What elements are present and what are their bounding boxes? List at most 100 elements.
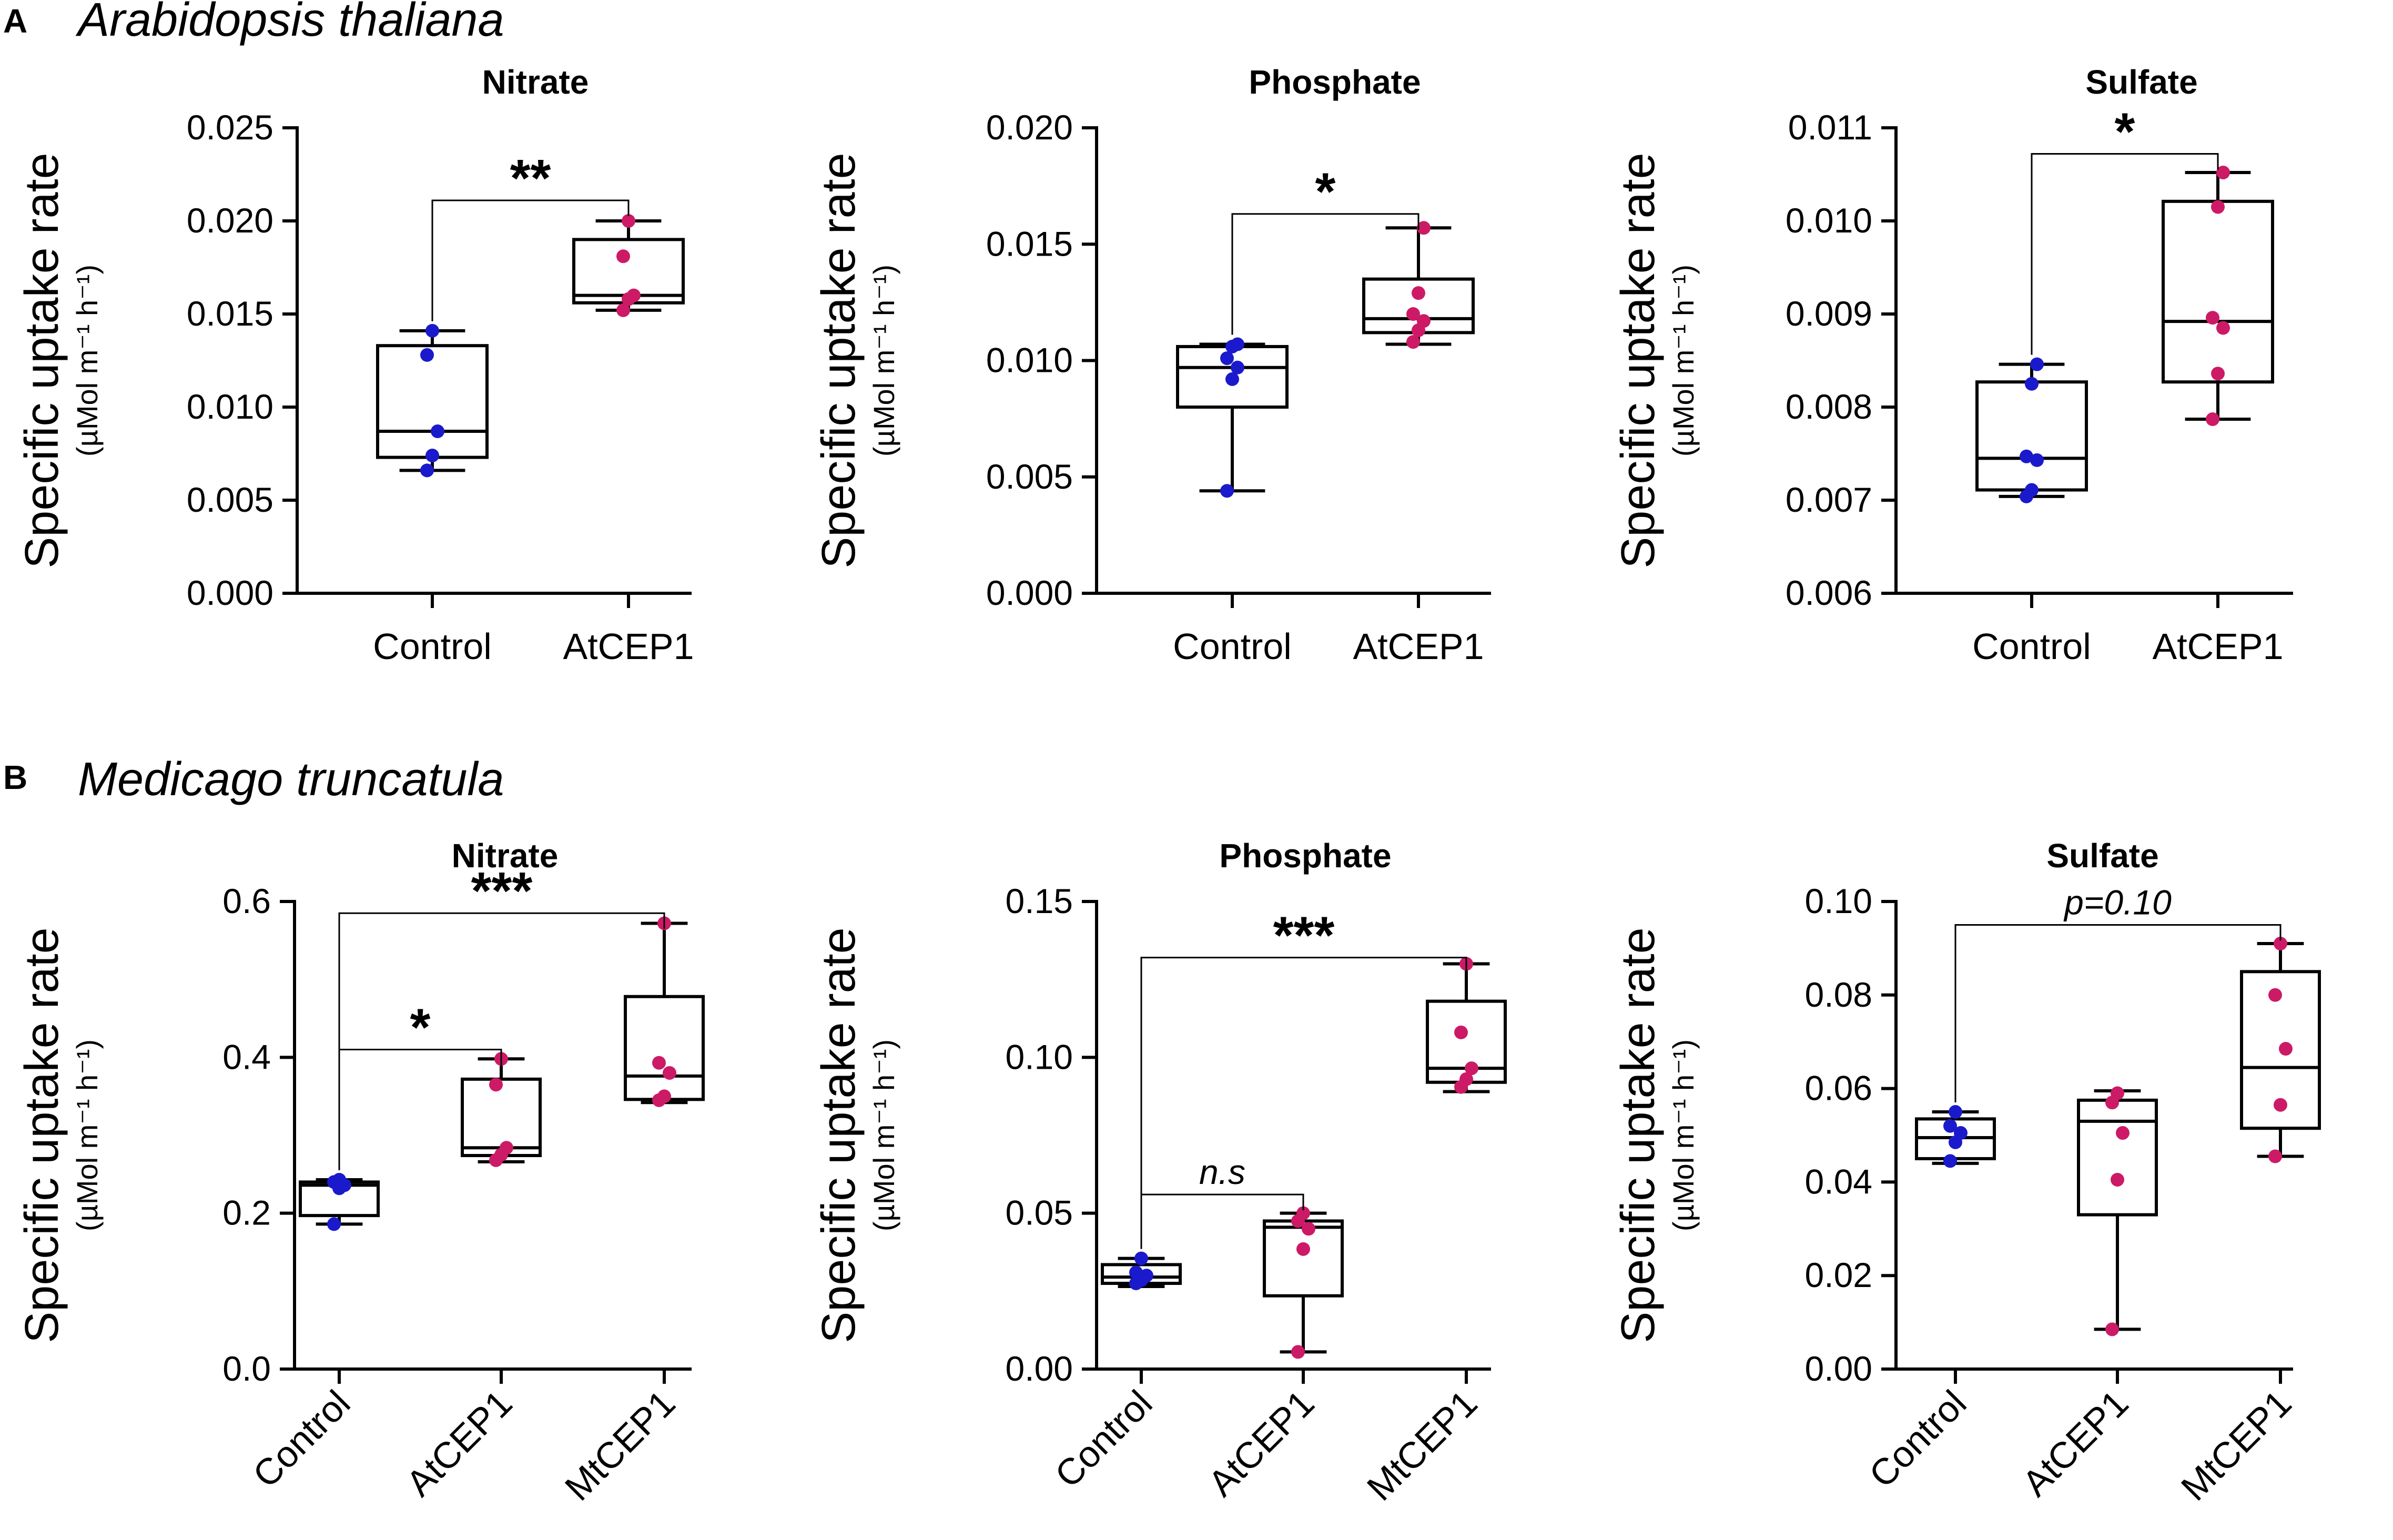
chart-panel-1: Nitrate Specific uptake rate (µMol m⁻¹ h⁻¹… — [16, 63, 694, 667]
data-point — [431, 424, 444, 439]
y-axis-label: Specific uptake rate — [1612, 927, 1665, 1343]
y-tick-label: 0.010 — [1786, 201, 1872, 240]
significance-bracket — [2031, 153, 2219, 355]
significance-label: n.s — [1199, 1152, 1245, 1191]
data-point — [627, 288, 641, 302]
significance-label: * — [410, 998, 431, 1057]
y-tick-label: 0.010 — [986, 341, 1073, 380]
significance-bracket — [1140, 957, 1467, 1249]
data-point — [1943, 1119, 1957, 1133]
chart-panel-6: Sulfate Specific uptake rate (µMol m⁻¹ h⁻¹… — [1612, 837, 2321, 1508]
y-tick-label: 0.011 — [1788, 108, 1872, 147]
x-category-label: Control — [1972, 626, 2091, 667]
y-axis-unit: (µMol m⁻¹ h⁻¹) — [1667, 265, 1700, 457]
x-category-label: AtCEP1 — [563, 626, 694, 667]
x-category-label: Control — [245, 1382, 358, 1495]
x-category-label: AtCEP1 — [1353, 626, 1484, 667]
y-tick-label: 0.15 — [1006, 882, 1073, 920]
box-control — [376, 344, 489, 459]
data-point — [2111, 1086, 2124, 1100]
data-point — [616, 249, 630, 264]
data-point — [2216, 321, 2230, 335]
data-point — [2268, 988, 2282, 1002]
chart-panel-3: Sulfate Specific uptake rate (µMol m⁻¹ h⁻¹… — [1612, 63, 2293, 667]
data-point — [1406, 307, 1420, 321]
panel-label-a: A — [3, 2, 27, 40]
panel-title: Sulfate — [2085, 63, 2197, 101]
y-axis-unit: (µMol m⁻¹ h⁻¹) — [1667, 1039, 1700, 1231]
y-tick-label: 0.009 — [1786, 294, 1872, 333]
data-point — [2279, 1042, 2293, 1056]
y-axis-unit: (µMol m⁻¹ h⁻¹) — [70, 265, 104, 457]
panel-label-b: B — [3, 758, 27, 796]
significance-bracket — [431, 199, 630, 321]
data-point — [1949, 1105, 1962, 1119]
data-point — [332, 1172, 346, 1187]
data-point — [2211, 367, 2225, 381]
x-category-label: MtCEP1 — [557, 1382, 683, 1508]
significance-label: * — [1315, 163, 1336, 221]
box-control — [1975, 380, 2088, 492]
y-tick-label: 0.08 — [1805, 975, 1872, 1014]
x-category-label: AtCEP1 — [2153, 626, 2284, 667]
data-point — [663, 1066, 676, 1080]
y-tick-label: 0.10 — [1006, 1037, 1073, 1076]
data-point — [1465, 1061, 1478, 1076]
significance-bracket — [1231, 213, 1419, 335]
data-point — [1954, 1126, 1968, 1140]
significance-label: *** — [1273, 906, 1335, 965]
data-point — [2105, 1322, 2119, 1336]
panel-title: Nitrate — [452, 837, 559, 875]
chart-panel-4: Nitrate Specific uptake rate (µMol m⁻¹ h⁻¹… — [16, 837, 705, 1508]
x-category-label: MtCEP1 — [1359, 1382, 1485, 1508]
y-tick-label: 0.020 — [986, 108, 1073, 147]
data-point — [2206, 412, 2219, 427]
y-axis-label: Specific uptake rate — [16, 927, 68, 1343]
significance-label: * — [2115, 103, 2135, 161]
data-point — [327, 1217, 341, 1231]
y-tick-label: 0.00 — [1805, 1349, 1872, 1388]
y-axis-unit: (µMol m⁻¹ h⁻¹) — [867, 265, 900, 457]
data-point — [1220, 351, 1234, 366]
significance-bracket — [338, 912, 665, 1170]
panel-title: Phosphate — [1219, 837, 1391, 875]
x-category-label: Control — [373, 626, 492, 667]
data-point — [2274, 937, 2287, 951]
y-tick-label: 0.007 — [1786, 480, 1872, 519]
y-tick-label: 0.025 — [187, 108, 273, 147]
y-tick-label: 0.06 — [1805, 1069, 1872, 1108]
data-point — [652, 1056, 666, 1070]
data-point — [1291, 1345, 1305, 1359]
y-axis-unit: (µMol m⁻¹ h⁻¹) — [867, 1039, 900, 1231]
panel-title: Nitrate — [482, 63, 589, 101]
panel-title: Sulfate — [2046, 837, 2158, 875]
data-point — [420, 348, 434, 362]
y-axis-label: Specific uptake rate — [16, 153, 68, 568]
y-axis-unit: (µMol m⁻¹ h⁻¹) — [70, 1039, 104, 1231]
panel-title: Phosphate — [1249, 63, 1421, 101]
y-tick-label: 0.015 — [986, 224, 1073, 263]
y-axis-label: Specific uptake rate — [1612, 153, 1665, 568]
y-tick-label: 0.0 — [222, 1349, 271, 1388]
data-point — [1459, 1072, 1473, 1086]
data-point — [2025, 483, 2039, 497]
y-tick-label: 0.05 — [1006, 1193, 1073, 1232]
data-point — [1412, 286, 1425, 300]
data-point — [2025, 377, 2039, 391]
y-tick-label: 0.005 — [187, 480, 273, 519]
data-point — [2020, 449, 2033, 463]
box-mtcep1 — [624, 995, 705, 1101]
y-tick-label: 0.008 — [1786, 387, 1872, 426]
y-tick-label: 0.04 — [1805, 1162, 1872, 1201]
data-point — [1296, 1242, 1310, 1256]
y-tick-label: 0.000 — [187, 573, 273, 612]
x-category-label: MtCEP1 — [2173, 1382, 2299, 1508]
y-tick-label: 0.000 — [986, 573, 1073, 612]
chart-panel-5: Phosphate Specific uptake rate (µMol m⁻¹ h… — [813, 837, 1507, 1508]
y-tick-label: 0.020 — [187, 201, 273, 240]
significance-label: *** — [471, 862, 533, 920]
data-point — [657, 1089, 671, 1103]
box-atcep1 — [2077, 1098, 2158, 1217]
y-tick-label: 0.2 — [222, 1193, 271, 1232]
